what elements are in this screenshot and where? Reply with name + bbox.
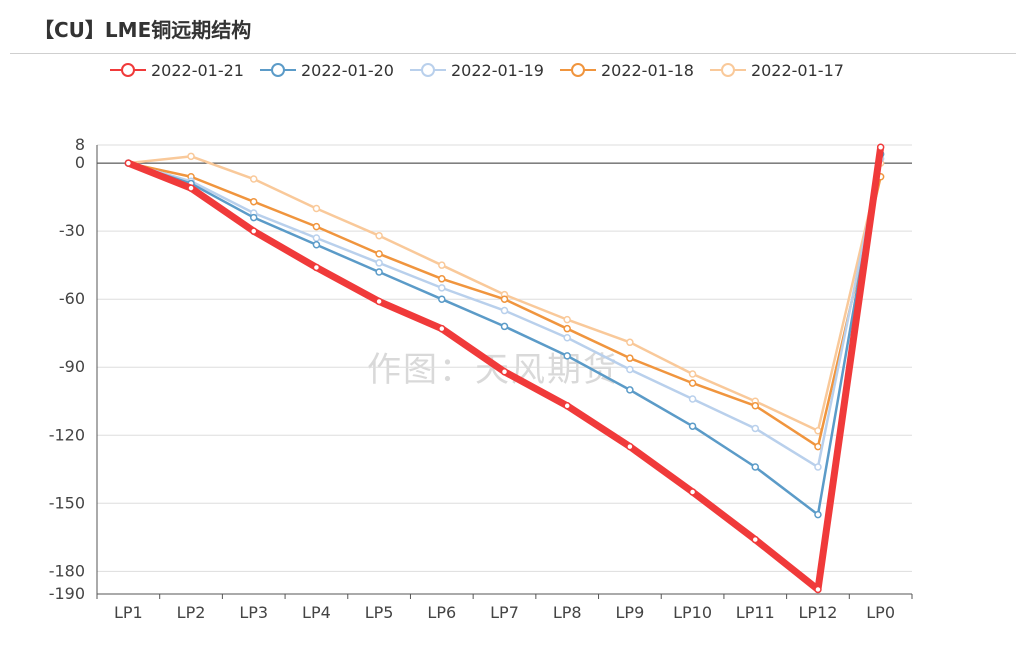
legend-label: 2022-01-20 (300, 60, 394, 80)
data-point (626, 354, 634, 362)
x-tick-label: LP9 (616, 603, 645, 622)
data-point (626, 442, 634, 451)
data-point (500, 368, 509, 376)
x-tick-label: LP10 (673, 603, 712, 622)
title-divider (10, 53, 1016, 54)
y-tick-label: 0 (75, 153, 85, 172)
y-tick-label: -30 (59, 221, 85, 240)
data-point (375, 231, 383, 240)
legend-label: 2022-01-18 (600, 60, 694, 80)
x-tick-label: LP12 (799, 603, 838, 622)
x-tick-label: LP3 (239, 603, 268, 622)
data-point (876, 143, 885, 152)
legend-marker-icon (110, 63, 146, 77)
data-point (438, 261, 446, 269)
data-point (814, 585, 822, 594)
legend-item[interactable]: 2022-01-17 (709, 60, 844, 80)
data-point (312, 263, 321, 272)
data-point (751, 535, 760, 544)
x-tick-label: LP2 (177, 603, 206, 622)
data-point (249, 175, 258, 183)
data-point (626, 365, 634, 374)
data-point (375, 268, 383, 276)
data-point (751, 463, 760, 471)
data-point (438, 275, 446, 283)
data-point (312, 222, 321, 231)
legend-item[interactable]: 2022-01-21 (110, 60, 244, 80)
data-point (563, 352, 571, 360)
data-point (814, 510, 822, 519)
data-point (688, 395, 697, 403)
data-point (563, 324, 571, 333)
data-point (563, 334, 571, 342)
data-point (751, 402, 760, 410)
data-point (626, 338, 634, 347)
x-tick-label: LP4 (302, 603, 331, 622)
y-tick-label: -120 (49, 425, 85, 444)
series-line-2022-01-20 (127, 153, 882, 516)
data-point (187, 184, 195, 192)
y-tick-label: -60 (59, 289, 85, 308)
legend-label: 2022-01-19 (450, 60, 544, 80)
y-tick-label: -150 (49, 493, 85, 512)
chart-title: 【CU】LME铜远期结构 (34, 18, 252, 42)
data-point (438, 284, 446, 292)
x-tick-label: LP1 (114, 603, 143, 622)
y-tick-label: 8 (75, 135, 85, 154)
data-point (814, 463, 822, 471)
data-point (249, 213, 258, 222)
legend-marker-icon (559, 63, 596, 77)
watermark: 作图：天风期货 (367, 350, 619, 390)
data-point (688, 370, 697, 378)
data-point (312, 204, 321, 213)
data-point (187, 152, 195, 161)
legend-label: 2022-01-17 (750, 60, 844, 80)
chart-legend: 2022-01-21 2022-01-20 2022-01-19 2022-01-18… (110, 58, 860, 82)
data-point (375, 259, 383, 267)
data-point (563, 402, 571, 410)
data-point (438, 324, 446, 333)
data-point (688, 379, 697, 387)
data-point (438, 295, 446, 303)
y-tick-label: -190 (49, 584, 85, 603)
data-point (375, 297, 383, 306)
data-point (312, 234, 321, 242)
x-tick-label: LP11 (736, 603, 775, 622)
data-point (249, 227, 258, 235)
data-point (688, 422, 697, 430)
legend-marker-icon (709, 63, 746, 77)
data-point (500, 322, 509, 331)
x-tick-label: LP5 (365, 603, 394, 622)
data-point (563, 315, 571, 324)
legend-label: 2022-01-21 (151, 60, 244, 80)
data-point (249, 197, 258, 206)
x-tick-label: LP8 (553, 603, 582, 622)
x-tick-label: LP0 (866, 603, 895, 622)
data-point (814, 442, 822, 451)
legend-marker-icon (259, 63, 296, 77)
x-tick-label: LP7 (490, 603, 519, 622)
y-tick-label: -180 (49, 561, 85, 580)
data-point (626, 386, 634, 394)
x-tick-label: LP6 (427, 603, 456, 622)
data-point (500, 306, 509, 315)
legend-item[interactable]: 2022-01-18 (559, 60, 694, 80)
data-point (312, 241, 321, 249)
data-point (375, 250, 383, 258)
data-point (500, 295, 509, 303)
legend-marker-icon (409, 63, 446, 77)
y-tick-label: -90 (59, 357, 85, 376)
data-point (124, 159, 133, 167)
legend-item[interactable]: 2022-01-20 (259, 60, 394, 80)
data-point (751, 424, 760, 433)
legend-item[interactable]: 2022-01-19 (409, 60, 544, 80)
data-point (688, 488, 697, 496)
